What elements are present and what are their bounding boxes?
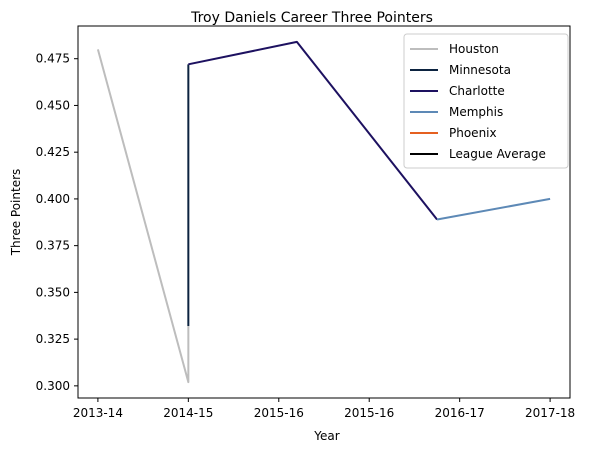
- plot-frame: [77, 25, 571, 399]
- x-tick-label: 2014-15: [163, 406, 213, 420]
- legend-label: Memphis: [449, 105, 503, 119]
- chart-title: Troy Daniels Career Three Pointers: [190, 10, 433, 26]
- y-tick-label: 0.375: [36, 239, 70, 253]
- x-tick-label: 2015-16: [344, 406, 394, 420]
- legend-label: Charlotte: [449, 84, 505, 98]
- legend-label: Phoenix: [449, 126, 497, 140]
- y-tick-label: 0.400: [36, 192, 70, 206]
- series-line-charlotte: [188, 40, 438, 221]
- series-layer: [96, 40, 551, 384]
- y-tick-label: 0.300: [36, 379, 70, 393]
- legend-label: League Average: [449, 147, 546, 161]
- legend-label: Minnesota: [449, 63, 511, 77]
- x-tick-label: 2013-14: [73, 406, 123, 420]
- y-tick-label: 0.450: [36, 98, 70, 112]
- legend: Houston Minnesota Charlotte Memphis Phoenix L…: [403, 33, 569, 169]
- series-line-memphis: [436, 197, 551, 221]
- y-axis-title: Three Pointers: [9, 169, 23, 257]
- series-line-houston: [96, 49, 190, 384]
- y-tick-label: 0.350: [36, 285, 70, 299]
- legend-box: [403, 33, 569, 169]
- legend-label: Houston: [449, 42, 499, 56]
- x-tick-label: 2016-17: [435, 406, 485, 420]
- x-tick-label: 2015-16: [254, 406, 304, 420]
- y-axis: 0.300 0.325 0.350 0.375 0.400 0.425 0.450 0.475: [36, 52, 78, 393]
- y-tick-label: 0.325: [36, 332, 70, 346]
- x-axis-title: Year: [313, 429, 339, 443]
- y-tick-label: 0.475: [36, 52, 70, 66]
- x-axis: 2013-14 2014-15 2015-16 2015-16 2016-17 2017-…: [73, 398, 575, 420]
- y-tick-label: 0.425: [36, 145, 70, 159]
- x-tick-label: 2017-18: [525, 406, 575, 420]
